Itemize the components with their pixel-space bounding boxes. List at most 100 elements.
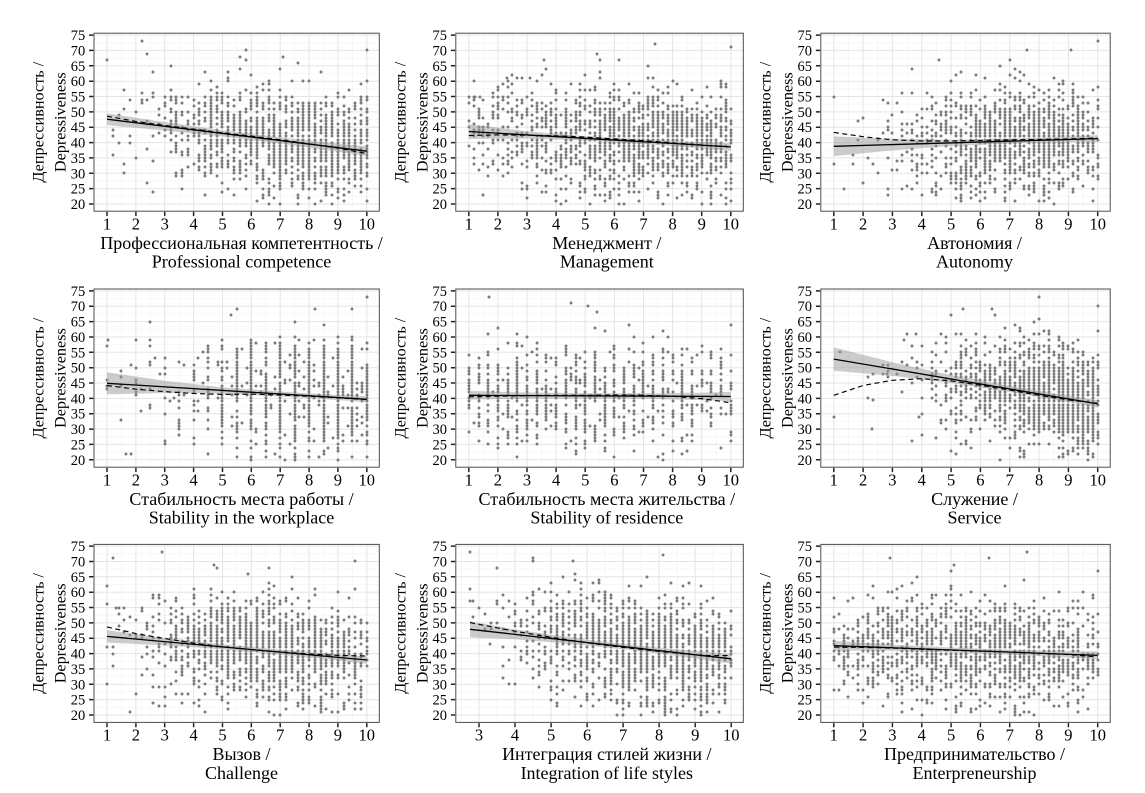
svg-text:40: 40 [798,647,813,663]
svg-text:9: 9 [1064,726,1072,745]
svg-text:7: 7 [1006,471,1014,490]
svg-text:60: 60 [71,330,86,346]
svg-text:40: 40 [433,391,448,407]
svg-text:3: 3 [888,726,896,745]
svg-text:30: 30 [798,677,813,693]
svg-text:55: 55 [433,345,448,361]
svg-text:3: 3 [475,726,483,745]
svg-text:4: 4 [189,471,197,490]
svg-text:Autonomy: Autonomy [936,252,1013,272]
svg-text:4: 4 [918,215,926,234]
svg-text:1: 1 [103,726,111,745]
svg-text:Депрессивность /: Депрессивность / [392,61,410,182]
svg-text:Stability in the workplace: Stability in the workplace [149,508,334,528]
svg-text:9: 9 [334,726,342,745]
svg-text:9: 9 [1064,471,1072,490]
svg-text:4: 4 [918,726,926,745]
svg-text:8: 8 [655,726,663,745]
svg-text:Депрессивность /: Депрессивность / [30,573,48,694]
svg-text:10: 10 [723,726,740,745]
svg-text:50: 50 [798,105,813,121]
svg-text:10: 10 [359,215,376,234]
svg-text:5: 5 [947,471,955,490]
svg-text:Depressiveness: Depressiveness [414,328,432,428]
svg-text:3: 3 [523,471,531,490]
svg-text:45: 45 [433,376,448,392]
svg-text:Профессиональная компетентност: Профессиональная компетентность / [100,233,383,253]
svg-text:40: 40 [71,391,86,407]
svg-text:35: 35 [798,407,813,423]
svg-text:7: 7 [276,215,284,234]
svg-text:30: 30 [71,422,86,438]
svg-text:35: 35 [798,662,813,678]
svg-text:35: 35 [71,662,86,678]
svg-text:Депрессивность /: Депрессивность / [392,573,410,694]
svg-text:45: 45 [798,376,813,392]
svg-text:2: 2 [859,215,867,234]
svg-text:35: 35 [433,407,448,423]
svg-text:25: 25 [798,437,813,453]
svg-text:8: 8 [305,215,313,234]
svg-text:2: 2 [132,726,140,745]
svg-text:75: 75 [433,284,448,300]
svg-text:10: 10 [359,726,376,745]
svg-text:10: 10 [1089,471,1106,490]
svg-text:Стабильность места жительства: Стабильность места жительства / [479,489,736,509]
svg-text:65: 65 [798,59,813,75]
svg-text:Депрессивность /: Депрессивность / [757,61,775,182]
svg-text:70: 70 [798,555,813,571]
svg-text:75: 75 [798,28,813,44]
svg-text:6: 6 [610,215,618,234]
svg-text:50: 50 [71,616,86,632]
svg-text:20: 20 [798,453,813,469]
svg-text:6: 6 [976,471,984,490]
svg-text:20: 20 [798,708,813,724]
svg-text:1: 1 [830,215,838,234]
svg-text:10: 10 [359,471,376,490]
svg-text:4: 4 [552,215,560,234]
svg-text:10: 10 [723,471,740,490]
svg-text:30: 30 [798,422,813,438]
svg-text:45: 45 [71,631,86,647]
svg-text:4: 4 [189,726,197,745]
svg-text:20: 20 [71,197,86,213]
svg-text:65: 65 [433,570,448,586]
svg-text:3: 3 [161,471,169,490]
svg-text:5: 5 [218,726,226,745]
svg-text:Служение /: Служение / [931,489,1018,509]
svg-text:70: 70 [71,43,86,59]
svg-text:60: 60 [798,330,813,346]
svg-text:1: 1 [103,215,111,234]
svg-text:30: 30 [71,677,86,693]
svg-text:6: 6 [247,726,255,745]
svg-text:60: 60 [71,74,86,90]
svg-text:25: 25 [433,693,448,709]
svg-text:1: 1 [830,471,838,490]
svg-text:Интеграция стилей жизни /: Интеграция стилей жизни / [502,744,711,764]
svg-text:75: 75 [433,28,448,44]
svg-text:9: 9 [691,726,699,745]
svg-text:8: 8 [1035,726,1043,745]
svg-text:20: 20 [71,708,86,724]
svg-text:40: 40 [433,647,448,663]
svg-text:60: 60 [433,74,448,90]
svg-text:20: 20 [433,197,448,213]
svg-text:3: 3 [888,471,896,490]
svg-text:45: 45 [433,631,448,647]
svg-text:2: 2 [859,726,867,745]
svg-text:65: 65 [798,570,813,586]
svg-text:6: 6 [976,726,984,745]
svg-text:5: 5 [218,471,226,490]
svg-text:50: 50 [798,616,813,632]
svg-text:45: 45 [798,631,813,647]
svg-text:8: 8 [668,215,676,234]
svg-text:30: 30 [433,422,448,438]
svg-text:Stability of residence: Stability of residence [530,508,683,528]
svg-text:30: 30 [798,166,813,182]
svg-text:55: 55 [71,90,86,106]
svg-text:5: 5 [581,215,589,234]
svg-text:60: 60 [433,330,448,346]
svg-text:Depressiveness: Depressiveness [779,328,797,428]
svg-text:8: 8 [305,726,313,745]
svg-text:9: 9 [334,471,342,490]
